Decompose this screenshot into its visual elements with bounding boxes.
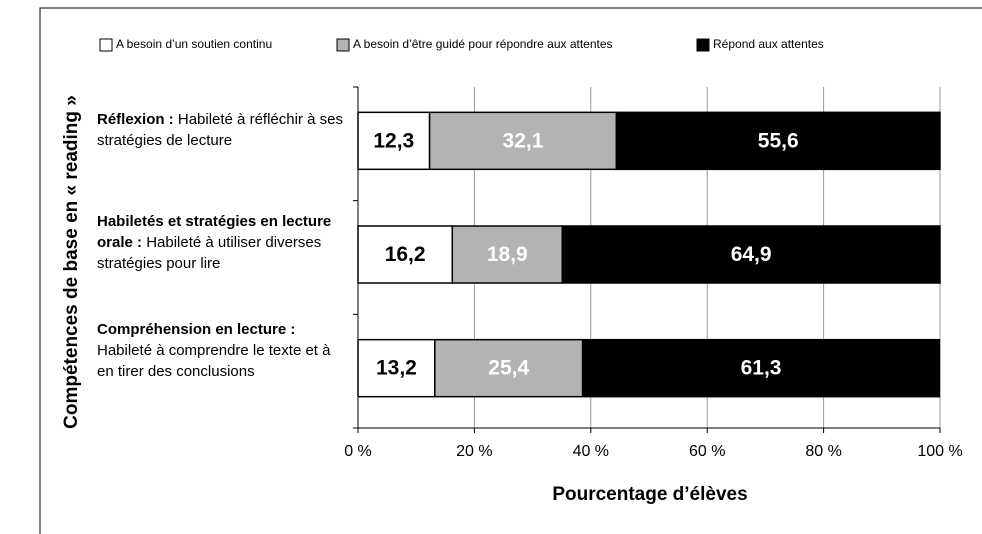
category-label-text: Habileté à réfléchir à ses stratégies de… — [97, 111, 343, 149]
bar-segment — [357, 225, 454, 284]
x-tick-label: 40 % — [573, 443, 609, 460]
bar-segment — [581, 338, 941, 398]
legend-swatch — [99, 38, 113, 52]
value-label: 12,3 — [373, 129, 414, 152]
category-label-bold: Réflexion : — [97, 111, 174, 128]
value-label: 61,3 — [741, 357, 782, 380]
x-tick-label: 20 % — [456, 443, 492, 460]
x-tick-label: 100 % — [917, 443, 962, 460]
bar-segment — [615, 111, 941, 171]
value-label: 64,9 — [731, 243, 772, 266]
category-label-bold: Compréhension en lecture : — [97, 321, 296, 338]
value-label: 55,6 — [758, 129, 799, 152]
x-tick-label: 60 % — [689, 443, 725, 460]
legend-label: A besoin d’un soutien continu — [116, 37, 272, 51]
bar-segment — [357, 338, 436, 398]
y-axis-title: Compétences de base en « reading » — [61, 95, 82, 429]
legend-label: Répond aux attentes — [713, 37, 824, 51]
legend-label: A besoin d’être guidé pour répondre aux … — [353, 37, 613, 51]
category-label: Réflexion : Habileté à réfléchir à ses s… — [97, 109, 345, 151]
category-label: Compréhension en lecture : Habileté à co… — [97, 319, 345, 382]
bar-segment — [428, 111, 618, 171]
category-label-text: Habileté à utiliser diverses stratégies … — [97, 234, 322, 272]
x-axis-title: Pourcentage d’élèves — [552, 484, 747, 505]
value-label: 32,1 — [503, 129, 544, 152]
x-tick-label: 0 % — [344, 443, 372, 460]
x-tick-label: 80 % — [805, 443, 841, 460]
legend-swatch — [336, 38, 350, 52]
category-label-bold: Habiletés et stratégies en lecture orale… — [97, 213, 332, 251]
value-label: 13,2 — [376, 357, 417, 380]
value-label: 25,4 — [488, 357, 529, 380]
bar-segment — [561, 225, 941, 284]
frame — [39, 7, 982, 534]
category-label-text: Habileté à comprendre le texte et à en t… — [97, 342, 331, 380]
value-label: 18,9 — [487, 243, 528, 266]
legend-swatch — [696, 38, 710, 52]
value-label: 16,2 — [385, 243, 426, 266]
bar-segment — [451, 225, 564, 284]
bar-segment — [357, 111, 431, 171]
category-label: Habiletés et stratégies en lecture orale… — [97, 211, 345, 274]
